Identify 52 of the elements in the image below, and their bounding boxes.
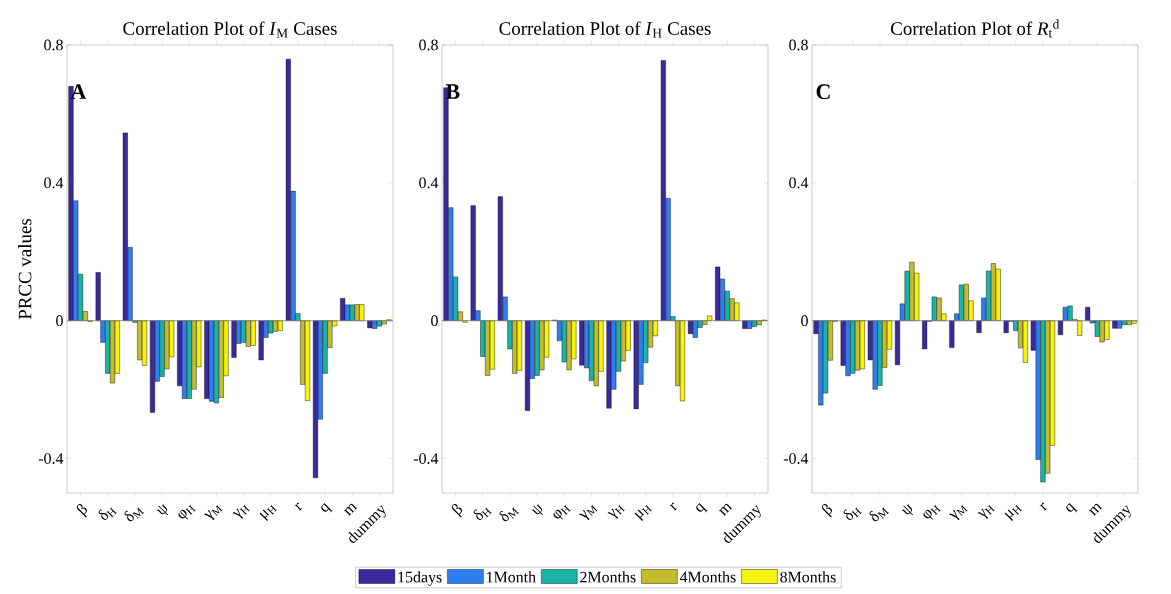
x-tick-label: r [294, 502, 303, 512]
annotation: C [816, 84, 830, 100]
x-tick-label: γ$_{M}$ [579, 504, 598, 521]
y-tick-label: 0.4 [789, 177, 809, 189]
legend-label: 2Months [580, 571, 636, 583]
y-tick-label: -0.4 [413, 453, 439, 464]
x-tick-label: β [451, 504, 463, 518]
x-tick-label: β [76, 504, 87, 518]
x-tick-label: γ$_{M}$ [949, 504, 968, 521]
y-tick-label: 0.4 [419, 177, 439, 189]
x-tick-label: r [669, 502, 678, 512]
legend-label: 15days [398, 571, 442, 586]
x-tick-label: φ$_{H}$ [178, 504, 196, 520]
y-tick-label: 0 [801, 315, 808, 327]
y-tick-label: 0 [56, 315, 63, 327]
x-tick-label: φ$_{H}$ [553, 504, 571, 520]
legend-label: 1Month [487, 571, 536, 583]
y-tick-label: -0.4 [38, 453, 64, 464]
x-tick-label: ψ [531, 503, 544, 516]
x-tick-label: δ$_{H}$ [98, 507, 117, 520]
x-tick-label: β [821, 504, 833, 518]
y-tick-label: -0.4 [783, 453, 809, 464]
legend-label: 4Months [679, 571, 736, 583]
x-tick-label: δ$_{H}$ [843, 507, 862, 520]
x-tick-label: q [696, 503, 708, 513]
x-tick-label: γ$_{H}$ [977, 504, 996, 519]
y-tick-label: 0.8 [44, 39, 63, 51]
x-tick-label: γ$_{H}$ [232, 504, 250, 519]
x-tick-label: δ$_{M}$ [124, 507, 145, 522]
x-tick-label: ψ [901, 503, 914, 516]
x-tick-label: γ$_{H}$ [607, 504, 626, 519]
chart-title: Correlation Plot of I$_{M}$ Cases [123, 21, 337, 38]
y-tick-label: 0.8 [789, 39, 808, 51]
x-tick-label: q [321, 503, 333, 513]
legend-label: 8Months [780, 571, 836, 583]
x-tick-label: δ$_{M}$ [499, 507, 520, 522]
y-tick-label: 0.8 [419, 39, 438, 51]
x-tick-label: q [1066, 503, 1078, 513]
x-tick-label: μ$_{H}$ [259, 504, 278, 521]
chart-title: Correlation Plot of R$_{t}$d [891, 19, 1060, 38]
x-tick-label: r [1039, 502, 1048, 512]
x-tick-label: γ$_{M}$ [204, 504, 223, 521]
y-tick-label: 0.4 [44, 177, 64, 189]
x-tick-label: μ$_{H}$ [634, 504, 653, 521]
y-tick-label: 0 [431, 315, 438, 327]
x-tick-label: ψ [156, 503, 169, 516]
x-tick-label: δ$_{M}$ [869, 507, 890, 522]
x-tick-label: μ$_{H}$ [1004, 504, 1023, 521]
chart-title: Correlation Plot of I$_{H}$ Cases [499, 21, 711, 38]
x-tick-label: δ$_{H}$ [473, 507, 492, 520]
x-tick-label: φ$_{H}$ [923, 504, 941, 520]
y-axis-title: PRCC values [18, 218, 32, 320]
